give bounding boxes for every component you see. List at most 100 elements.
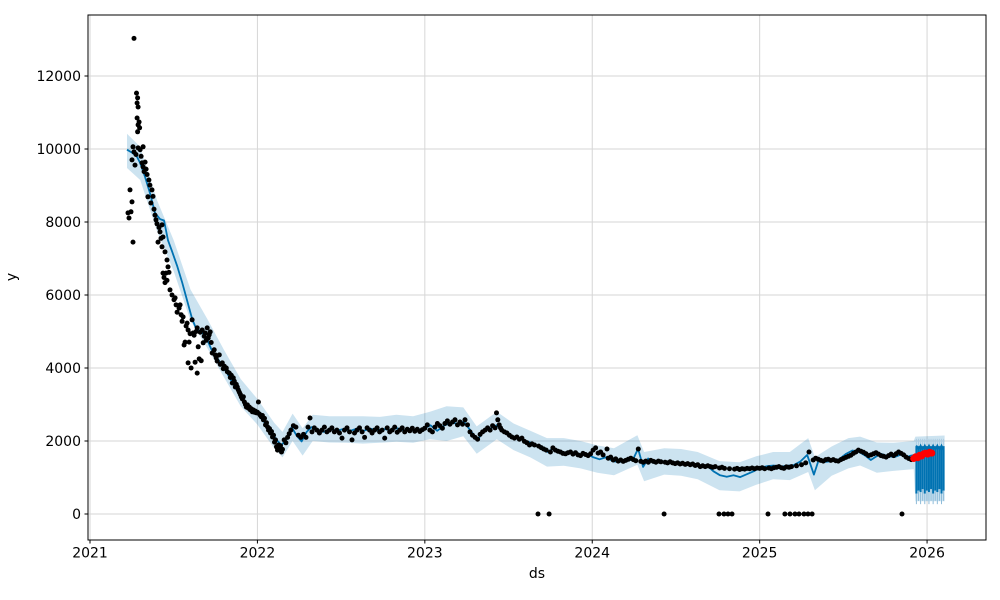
- observed-point: [149, 187, 155, 193]
- observed-point: [532, 442, 537, 448]
- observed-point: [432, 424, 438, 430]
- observed-point: [194, 325, 200, 331]
- observed-point: [600, 452, 606, 458]
- observed-point: [164, 277, 170, 283]
- observed-point: [135, 104, 141, 110]
- observed-point: [146, 177, 152, 183]
- observed-point: [729, 511, 735, 517]
- observed-point: [180, 314, 186, 320]
- observed-point: [157, 229, 163, 235]
- observed-point: [633, 458, 639, 464]
- observed-point: [382, 435, 388, 441]
- observed-point: [166, 269, 172, 275]
- forecast-stripe-cap: [915, 443, 945, 452]
- observed-point: [162, 249, 168, 255]
- observed-point: [787, 511, 793, 517]
- observed-point: [762, 466, 768, 472]
- plot-border: [87, 14, 987, 541]
- observed-point: [154, 221, 160, 227]
- y-tick-label: 2000: [45, 434, 81, 450]
- x-tick-label: 2023: [407, 546, 443, 562]
- observed-point: [359, 429, 365, 435]
- observed-point: [392, 424, 398, 430]
- observed-point: [211, 347, 217, 353]
- observed-point: [204, 325, 210, 331]
- y-tick-label: 0: [72, 507, 81, 523]
- observed-point: [173, 302, 179, 308]
- observed-point: [384, 425, 390, 431]
- observed-point: [547, 449, 553, 455]
- observed-point: [782, 511, 788, 517]
- observed-point: [280, 446, 285, 452]
- observed-point: [136, 119, 142, 125]
- observed-point: [721, 511, 727, 517]
- observed-point: [347, 429, 352, 435]
- observed-point: [658, 459, 664, 465]
- observed-point: [799, 462, 804, 468]
- observed-point: [195, 344, 201, 350]
- observed-point: [661, 511, 667, 517]
- observed-point: [194, 370, 200, 376]
- observed-point: [140, 144, 146, 150]
- observed-point: [132, 162, 138, 168]
- observed-point: [184, 320, 190, 326]
- observed-point: [439, 425, 445, 431]
- y-tick-label: 10000: [36, 142, 81, 158]
- observed-point: [165, 264, 171, 270]
- observed-point: [167, 287, 173, 293]
- observed-point: [899, 511, 905, 517]
- observed-point: [137, 125, 143, 131]
- observed-point: [147, 182, 153, 188]
- observed-point: [130, 239, 136, 245]
- observed-point: [462, 417, 468, 423]
- observed-point: [801, 511, 807, 517]
- observed-point: [262, 415, 267, 421]
- observed-point: [399, 425, 405, 431]
- observed-point: [495, 417, 501, 423]
- observed-point: [321, 424, 327, 430]
- observed-point: [185, 327, 191, 333]
- observed-point: [809, 511, 815, 517]
- observed-point: [198, 358, 204, 364]
- observed-point: [546, 511, 552, 517]
- observed-point: [273, 437, 278, 443]
- observed-point: [309, 429, 315, 435]
- observed-point: [133, 152, 139, 157]
- observed-point: [349, 437, 355, 443]
- observed-point: [805, 511, 811, 517]
- observed-point: [379, 427, 385, 433]
- observed-point: [191, 332, 197, 338]
- observed-point: [487, 427, 493, 433]
- observed-point: [725, 511, 731, 517]
- observed-point: [716, 511, 722, 517]
- observed-point: [337, 430, 342, 436]
- observed-point: [159, 244, 165, 250]
- observed-point: [255, 399, 261, 405]
- observed-point: [159, 222, 165, 228]
- x-tick-label: 2021: [72, 546, 108, 562]
- observed-point: [192, 359, 198, 365]
- observed-point: [374, 425, 380, 431]
- observed-point: [189, 317, 195, 323]
- observed-point: [144, 172, 150, 177]
- observed-point: [214, 358, 220, 364]
- observed-point: [329, 425, 335, 431]
- observed-point: [357, 425, 362, 431]
- observed-point: [128, 209, 134, 215]
- observed-point: [208, 340, 214, 345]
- y-tick-label: 4000: [45, 361, 81, 377]
- observed-point: [429, 429, 435, 435]
- y-tick-label: 8000: [45, 215, 81, 231]
- observed-point: [129, 199, 135, 205]
- observed-point: [129, 157, 135, 163]
- x-tick-label: 2025: [742, 546, 778, 562]
- observed-point: [185, 360, 191, 366]
- observed-point: [127, 187, 133, 193]
- observed-point: [792, 511, 798, 517]
- observed-point: [172, 295, 178, 301]
- observed-point: [152, 212, 158, 218]
- observed-point: [604, 446, 610, 452]
- observed-point: [303, 434, 309, 440]
- observed-point: [339, 435, 345, 441]
